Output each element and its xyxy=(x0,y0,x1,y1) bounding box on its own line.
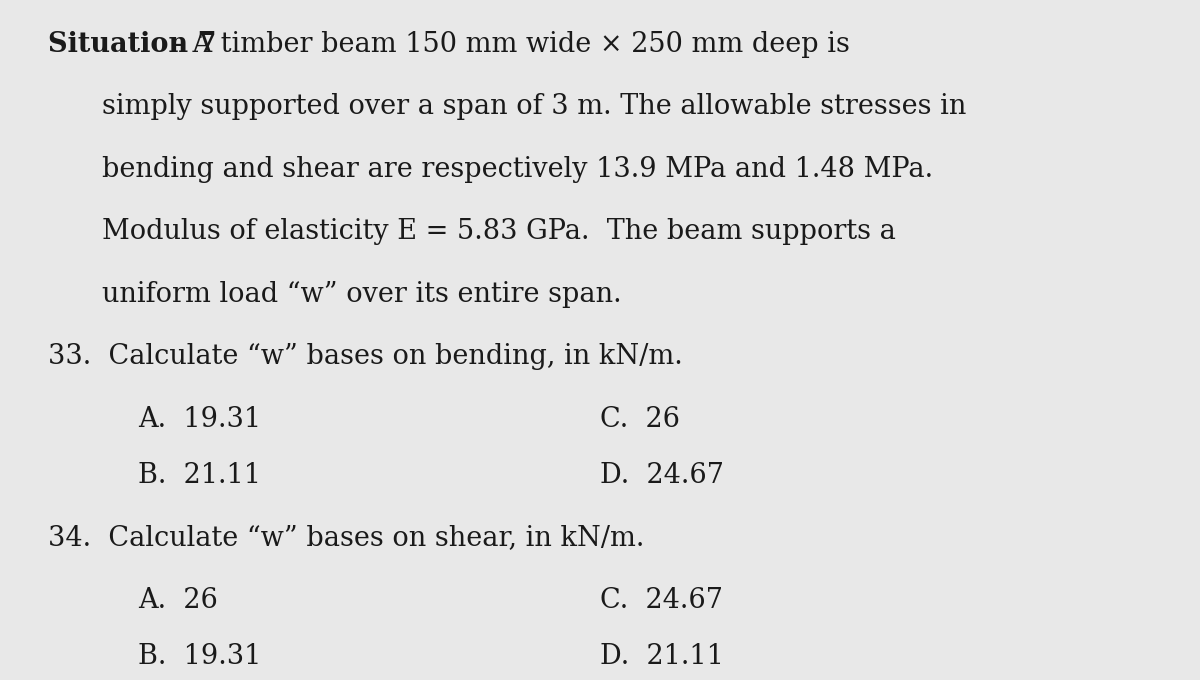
Text: C.  24.67: C. 24.67 xyxy=(600,587,722,614)
Text: simply supported over a span of 3 m. The allowable stresses in: simply supported over a span of 3 m. The… xyxy=(102,93,966,120)
Text: bending and shear are respectively 13.9 MPa and 1.48 MPa.: bending and shear are respectively 13.9 … xyxy=(102,156,934,183)
Text: A.  26: A. 26 xyxy=(138,587,218,614)
Text: 33.  Calculate “w” bases on bending, in kN/m.: 33. Calculate “w” bases on bending, in k… xyxy=(48,343,683,371)
Text: A.  19.31: A. 19.31 xyxy=(138,406,262,433)
Text: Situation 7: Situation 7 xyxy=(48,31,216,58)
Text: 34.  Calculate “w” bases on shear, in kN/m.: 34. Calculate “w” bases on shear, in kN/… xyxy=(48,524,644,551)
Text: uniform load “w” over its entire span.: uniform load “w” over its entire span. xyxy=(102,281,622,308)
Text: D.  21.11: D. 21.11 xyxy=(600,643,724,670)
Text: Modulus of elasticity E = 5.83 GPa.  The beam supports a: Modulus of elasticity E = 5.83 GPa. The … xyxy=(102,218,896,245)
Text: C.  26: C. 26 xyxy=(600,406,680,433)
Text: B.  19.31: B. 19.31 xyxy=(138,643,262,670)
Text: D.  24.67: D. 24.67 xyxy=(600,462,724,489)
Text: - A timber beam 150 mm wide × 250 mm deep is: - A timber beam 150 mm wide × 250 mm dee… xyxy=(166,31,850,58)
Text: B.  21.11: B. 21.11 xyxy=(138,462,262,489)
